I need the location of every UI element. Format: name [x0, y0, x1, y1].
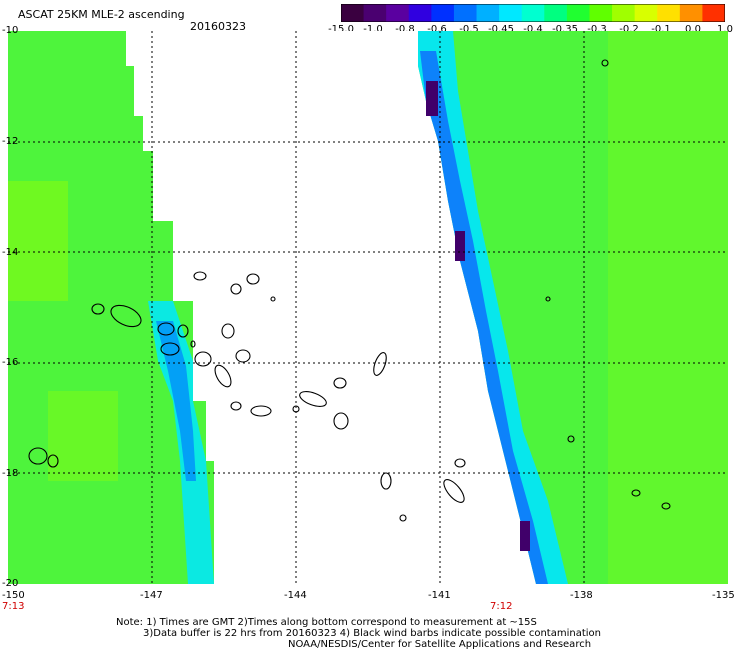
color-scale-swatch [589, 4, 613, 22]
footer-note-3: NOAA/NESDIS/Center for Satellite Applica… [288, 639, 592, 650]
color-scale-swatch [408, 4, 432, 22]
color-scale-bar [341, 4, 725, 22]
color-scale-label: -0.6 [427, 24, 447, 35]
color-scale-label: -0.35 [552, 24, 578, 35]
color-scale-swatch [679, 4, 703, 22]
lat-label: -10 [2, 25, 19, 36]
lon-label: -138 [570, 590, 593, 601]
color-scale-label: -0.5 [459, 24, 479, 35]
footer-note-1: Note: 1) Times are GMT 2)Times along bot… [116, 617, 537, 628]
color-scale-swatch [702, 4, 725, 22]
color-scale-swatch [453, 4, 478, 22]
right-swath-edge-blue [420, 51, 548, 584]
right-swath-dark-cell-2 [455, 231, 465, 261]
footer-note-2: 3)Data buffer is 22 hrs from 20160323 4)… [143, 628, 601, 639]
color-scale-swatch [566, 4, 590, 22]
color-scale-swatch [341, 4, 365, 22]
lon-label: -141 [428, 590, 451, 601]
left-swath-patch [8, 181, 68, 301]
color-scale-swatch [476, 4, 500, 22]
color-scale-swatch [634, 4, 658, 22]
pass-time-right: 7:12 [490, 601, 513, 612]
ascat-swath-map [8, 31, 728, 584]
right-swath-patch [608, 31, 728, 584]
color-scale-label: 1.0 [717, 24, 733, 35]
graticule [8, 31, 728, 584]
product-date: 20160323 [190, 20, 246, 33]
color-scale-label: -0.45 [488, 24, 514, 35]
color-scale-swatch [499, 4, 523, 22]
lat-label: -18 [2, 468, 19, 479]
color-scale-swatch [544, 4, 568, 22]
color-scale-swatch [363, 4, 387, 22]
right-swath-dark-cell-3 [520, 521, 530, 551]
color-scale-label: -1.0 [363, 24, 383, 35]
color-scale-swatch [431, 4, 455, 22]
left-swath-patch-2 [48, 391, 118, 481]
color-scale-swatch [657, 4, 681, 22]
lon-label: -144 [284, 590, 307, 601]
color-scale-label: -0.4 [523, 24, 543, 35]
left-swath-edge-blue [156, 321, 196, 481]
right-swath [418, 31, 728, 584]
color-scale-swatch [386, 4, 410, 22]
color-scale-label: -0.2 [619, 24, 639, 35]
lat-label: -16 [2, 357, 19, 368]
lat-label: -20 [2, 578, 19, 589]
lat-label: -12 [2, 136, 19, 147]
color-scale-swatch [521, 4, 545, 22]
lon-label: -150 [2, 590, 25, 601]
pass-time-left: 7:13 [2, 601, 25, 612]
color-scale-swatch [612, 4, 636, 22]
color-scale-label: -0.1 [651, 24, 671, 35]
lon-label: -147 [140, 590, 163, 601]
color-scale-label: -0.3 [587, 24, 607, 35]
lon-label: -135 [712, 590, 735, 601]
color-scale-label: -0.8 [395, 24, 415, 35]
product-title: ASCAT 25KM MLE-2 ascending [18, 8, 185, 21]
color-scale-label: -15.0 [328, 24, 354, 35]
color-scale-label: 0.0 [685, 24, 701, 35]
left-swath-edge [148, 301, 214, 584]
left-swath [8, 31, 214, 584]
right-swath-dark-cell [426, 81, 438, 116]
lat-label: -14 [2, 247, 19, 258]
